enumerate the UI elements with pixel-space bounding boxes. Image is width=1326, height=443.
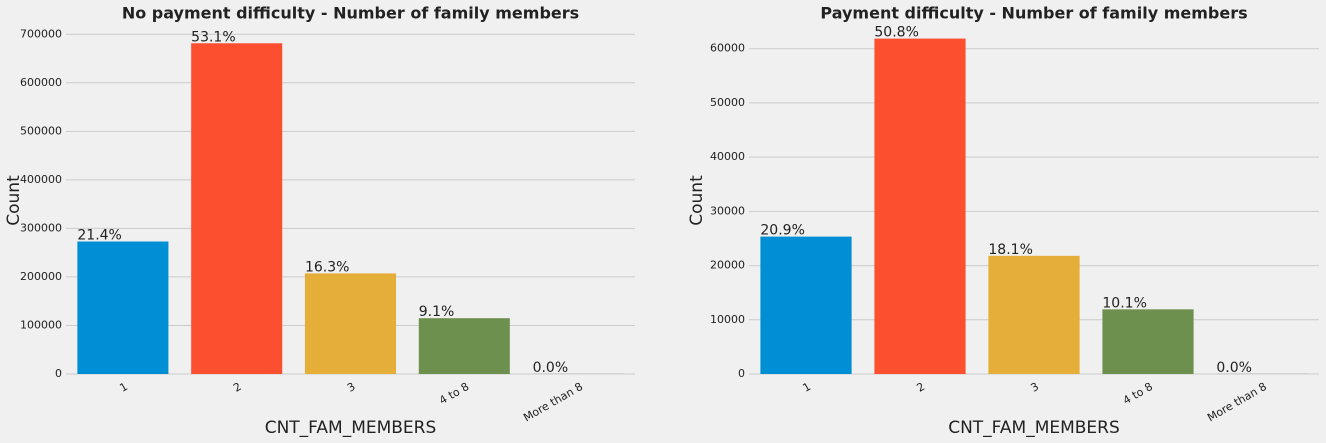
y-tick-label: 200000 — [20, 270, 62, 283]
y-tick-label: 600000 — [20, 76, 62, 89]
bar — [760, 236, 852, 374]
bar-label: 16.3% — [305, 259, 349, 275]
bar — [1102, 309, 1194, 374]
bar-label: 18.1% — [988, 242, 1032, 258]
bar — [874, 38, 966, 374]
bar-label: 0.0% — [1216, 360, 1252, 376]
x-tick-label: 1 — [117, 380, 130, 395]
y-tick-label: 60000 — [710, 42, 745, 55]
y-axis-label: Count — [687, 175, 707, 226]
x-axis-label: CNT_FAM_MEMBERS — [265, 418, 437, 438]
bar — [77, 241, 169, 374]
y-tick-label: 400000 — [20, 173, 62, 186]
x-tick-label: More than 8 — [1205, 380, 1269, 424]
x-tick-label: 2 — [231, 380, 244, 395]
bar-label: 0.0% — [533, 360, 569, 376]
x-tick-label: 3 — [1028, 380, 1041, 395]
y-tick-label: 700000 — [20, 27, 62, 40]
y-tick-label: 30000 — [710, 204, 745, 217]
bar-label: 9.1% — [419, 304, 455, 320]
x-tick-label: 1 — [800, 380, 813, 395]
bar — [418, 318, 510, 374]
x-axis-label: CNT_FAM_MEMBERS — [948, 418, 1120, 438]
y-tick-label: 300000 — [20, 221, 62, 234]
x-tick-label: 3 — [345, 380, 358, 395]
y-axis-label: Count — [4, 175, 24, 226]
bar — [988, 255, 1080, 374]
bar-label: 50.8% — [874, 25, 918, 41]
chart-title: No payment difficulty - Number of family… — [122, 4, 579, 23]
bar-label: 20.9% — [760, 223, 804, 239]
x-tick-label: 4 to 8 — [437, 380, 471, 407]
x-tick-label: More than 8 — [521, 380, 585, 424]
y-tick-label: 0 — [738, 367, 745, 380]
y-tick-label: 0 — [55, 367, 62, 380]
y-tick-label: 10000 — [710, 313, 745, 326]
y-tick-label: 100000 — [20, 318, 62, 331]
x-tick-label: 2 — [914, 380, 927, 395]
bar-label: 10.1% — [1102, 295, 1146, 311]
chart-title: Payment difficulty - Number of family me… — [820, 4, 1247, 23]
y-tick-label: 500000 — [20, 124, 62, 137]
bar-label: 21.4% — [77, 228, 121, 244]
bar-label: 53.1% — [191, 29, 235, 45]
y-tick-label: 40000 — [710, 150, 745, 163]
bar — [304, 273, 397, 374]
y-tick-label: 20000 — [710, 259, 745, 272]
bar — [191, 43, 283, 374]
y-tick-label: 50000 — [710, 96, 745, 109]
x-tick-label: 4 to 8 — [1121, 380, 1155, 407]
